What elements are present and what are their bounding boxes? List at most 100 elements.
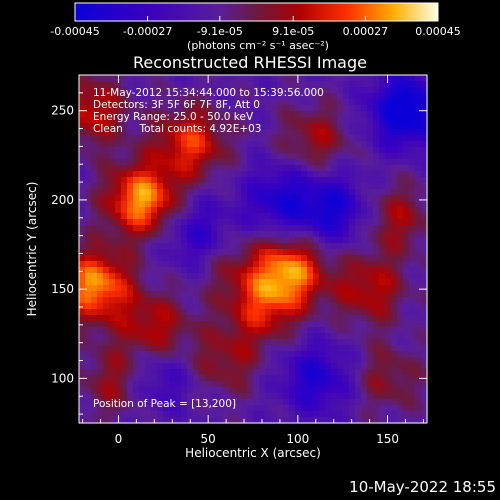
heatmap-cell (187, 237, 194, 244)
heatmap-cell (349, 207, 356, 214)
heatmap-cell (325, 363, 332, 370)
heatmap-cell (385, 375, 392, 382)
heatmap-cell (313, 87, 320, 94)
heatmap-cell (157, 291, 164, 298)
heatmap-cell (103, 99, 110, 106)
heatmap-cell (265, 219, 272, 226)
heatmap-cell (301, 339, 308, 346)
heatmap-cell (241, 357, 248, 364)
heatmap-cell (79, 369, 86, 376)
heatmap-cell (211, 357, 218, 364)
heatmap-cell (97, 393, 104, 400)
heatmap-cell (247, 363, 254, 370)
heatmap-cell (403, 285, 410, 292)
heatmap-cell (319, 387, 326, 394)
heatmap-cell (325, 213, 332, 220)
heatmap-cell (229, 111, 236, 118)
heatmap-cell (295, 231, 302, 238)
heatmap-cell (79, 111, 86, 118)
heatmap-cell (235, 369, 242, 376)
heatmap-cell (193, 87, 200, 94)
heatmap-cell (85, 165, 92, 172)
heatmap-cell (415, 117, 422, 124)
heatmap-cell (229, 231, 236, 238)
heatmap-cell (169, 309, 176, 316)
heatmap-cell (175, 159, 182, 166)
heatmap-cell (295, 111, 302, 118)
colorbar-tick-label: 9.1e-05 (272, 25, 314, 38)
heatmap-cell (301, 405, 308, 412)
heatmap-cell (157, 243, 164, 250)
heatmap-cell (253, 315, 260, 322)
heatmap-cell (145, 153, 152, 160)
heatmap-cell (367, 177, 374, 184)
heatmap-cell (175, 309, 182, 316)
heatmap-cell (145, 219, 152, 226)
heatmap-cell (361, 393, 368, 400)
heatmap-cell (379, 327, 386, 334)
heatmap-cell (121, 201, 128, 208)
heatmap-cell (397, 393, 404, 400)
heatmap-cell (121, 147, 128, 154)
heatmap-cell (235, 93, 242, 100)
heatmap-cell (307, 207, 314, 214)
heatmap-cell (127, 207, 134, 214)
heatmap-cell (349, 219, 356, 226)
heatmap-cell (277, 297, 284, 304)
heatmap-cell (379, 273, 386, 280)
heatmap-cell (379, 351, 386, 358)
heatmap-cell (151, 297, 158, 304)
heatmap-cell (169, 99, 176, 106)
heatmap-cell (139, 321, 146, 328)
heatmap-cell (151, 123, 158, 130)
heatmap-cell (421, 393, 428, 400)
heatmap-cell (247, 237, 254, 244)
heatmap-cell (199, 81, 206, 88)
heatmap-cell (217, 333, 224, 340)
heatmap-cell (403, 93, 410, 100)
heatmap-cell (337, 261, 344, 268)
heatmap-cell (109, 267, 116, 274)
heatmap-cell (217, 141, 224, 148)
heatmap-cell (103, 189, 110, 196)
heatmap-cell (109, 225, 116, 232)
heatmap-cell (409, 333, 416, 340)
heatmap-cell (133, 291, 140, 298)
heatmap-cell (157, 147, 164, 154)
heatmap-cell (325, 183, 332, 190)
heatmap-cell (349, 261, 356, 268)
heatmap-cell (199, 225, 206, 232)
heatmap-cell (289, 387, 296, 394)
heatmap-cell (325, 123, 332, 130)
heatmap-cell (181, 195, 188, 202)
heatmap-cell (301, 135, 308, 142)
heatmap-cell (421, 351, 428, 358)
heatmap-cell (145, 309, 152, 316)
heatmap-cell (313, 297, 320, 304)
heatmap-cell (301, 87, 308, 94)
heatmap-cell (331, 381, 338, 388)
heatmap-cell (229, 81, 236, 88)
heatmap-cell (421, 165, 428, 172)
heatmap-cell (247, 411, 254, 418)
heatmap-cell (121, 183, 128, 190)
heatmap-cell (367, 345, 374, 352)
heatmap-cell (109, 123, 116, 130)
heatmap-cell (169, 279, 176, 286)
heatmap-cell (121, 153, 128, 160)
heatmap-cell (103, 375, 110, 382)
heatmap-cell (247, 201, 254, 208)
heatmap-cell (367, 405, 374, 412)
heatmap-cell (253, 87, 260, 94)
heatmap-cell (343, 111, 350, 118)
heatmap-cell (169, 357, 176, 364)
heatmap-cell (337, 369, 344, 376)
heatmap-cell (151, 87, 158, 94)
heatmap-cell (79, 405, 86, 412)
heatmap-cell (253, 261, 260, 268)
heatmap-cell (181, 375, 188, 382)
heatmap-cell (313, 135, 320, 142)
heatmap-cell (271, 363, 278, 370)
heatmap-cell (343, 393, 350, 400)
